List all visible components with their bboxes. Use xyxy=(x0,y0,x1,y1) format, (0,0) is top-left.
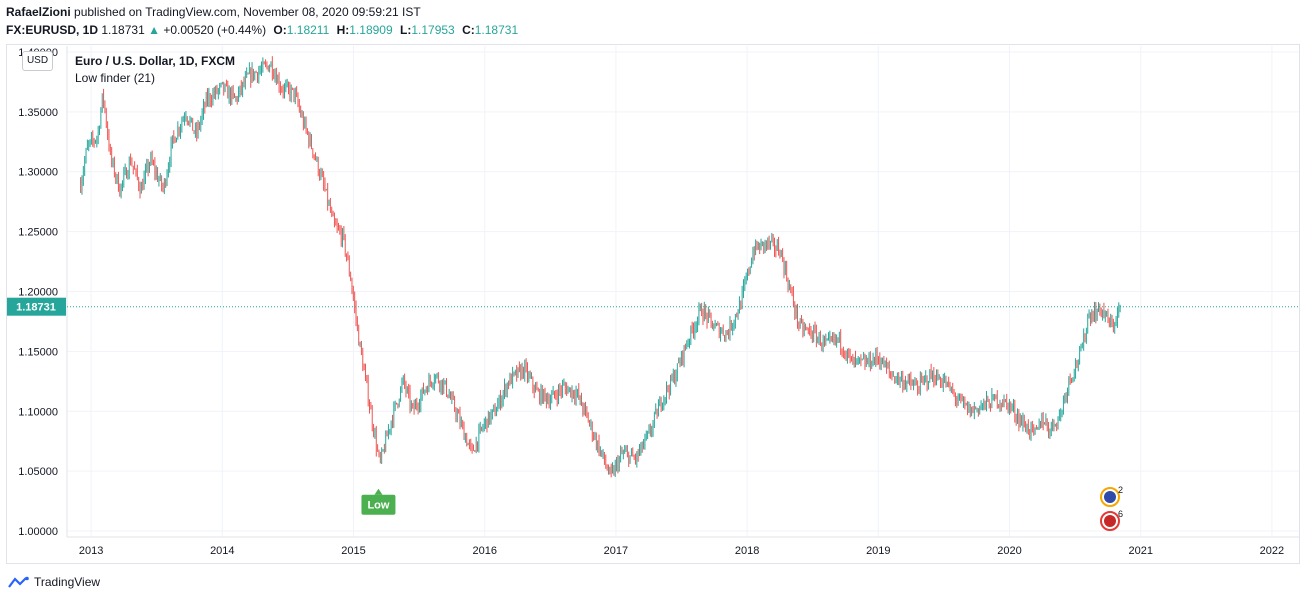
y-tick-label: 1.25000 xyxy=(18,227,58,239)
x-tick-label: 2017 xyxy=(604,545,628,557)
symbol-timeframe: FX:EURUSD, 1D xyxy=(6,23,99,37)
x-tick-label: 2020 xyxy=(997,545,1021,557)
y-tick-label: 1.35000 xyxy=(18,107,58,119)
brand-name: TradingView xyxy=(34,575,101,589)
tradingview-logo-icon xyxy=(8,576,29,588)
us-flag-icon xyxy=(1104,515,1116,527)
low-marker-label: Low xyxy=(367,500,389,512)
last-price: 1.18731 xyxy=(101,23,145,37)
y-tick-label: 1.20000 xyxy=(18,287,58,299)
grid-lines xyxy=(67,46,1299,537)
footer-brand[interactable]: TradingView xyxy=(8,575,100,589)
x-tick-label: 2016 xyxy=(472,545,496,557)
y-tick-label: 1.05000 xyxy=(18,466,58,478)
close-label: C: xyxy=(462,23,475,37)
x-tick-label: 2018 xyxy=(735,545,759,557)
low-marker-box xyxy=(361,494,396,515)
up-triangle-icon: ▲ xyxy=(148,23,160,37)
eu-event-count: 2 xyxy=(1118,485,1123,495)
author-name[interactable]: RafaelZioni xyxy=(6,5,71,19)
currency-button[interactable]: USD xyxy=(22,51,53,71)
x-tick-label: 2019 xyxy=(866,545,890,557)
open-value: 1.18211 xyxy=(286,23,330,37)
quote-line: FX:EURUSD, 1D 1.18731 ▲ +0.00520 (+0.44%… xyxy=(6,23,518,37)
series-legend-title: Euro / U.S. Dollar, 1D, FXCM xyxy=(75,54,236,68)
high-label: H: xyxy=(336,23,350,37)
x-tick-label: 2013 xyxy=(79,545,103,557)
x-tick-label: 2021 xyxy=(1128,545,1152,557)
y-tick-label: 1.00000 xyxy=(18,526,58,538)
low-marker-arrow xyxy=(374,488,383,495)
indicator-legend: Low finder (21) xyxy=(75,71,156,85)
price-change: +0.00520 (+0.44%) xyxy=(163,23,267,37)
us-event-count: 6 xyxy=(1118,509,1123,519)
open-label: O: xyxy=(273,23,287,37)
y-tick-label: 1.30000 xyxy=(18,167,58,179)
last-price-badge xyxy=(7,297,66,316)
axes: 1.400001.350001.300001.250001.200001.150… xyxy=(18,46,1299,557)
x-tick-label: 2015 xyxy=(341,545,365,557)
y-tick-label: 1.15000 xyxy=(18,346,58,358)
publish-line: RafaelZioni published on TradingView.com… xyxy=(6,5,421,19)
high-value: 1.18909 xyxy=(349,23,393,37)
low-value: 1.17953 xyxy=(411,23,455,37)
published-text: published on TradingView.com, November 0… xyxy=(74,5,421,19)
x-tick-label: 2014 xyxy=(210,545,234,557)
y-tick-label: 1.10000 xyxy=(18,406,58,418)
eu-flag-icon xyxy=(1104,491,1116,503)
x-tick-label: 2022 xyxy=(1260,545,1284,557)
chart-frame xyxy=(6,44,1300,564)
close-value: 1.18731 xyxy=(474,23,519,37)
candles xyxy=(80,56,1121,478)
low-label: L: xyxy=(400,23,412,37)
last-price-label: 1.18731 xyxy=(16,302,56,314)
